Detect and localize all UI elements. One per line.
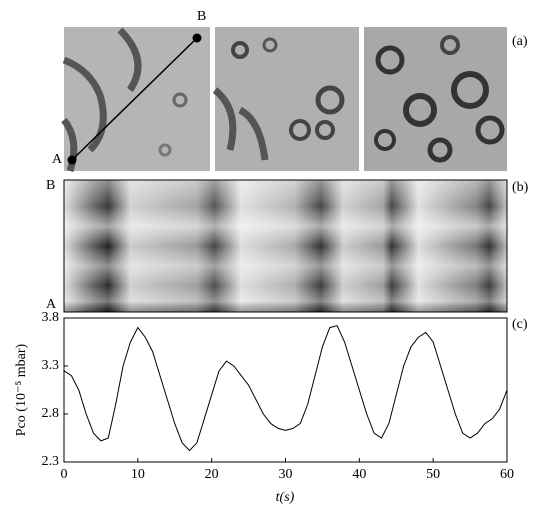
x-axis-title: t(s) <box>276 490 295 505</box>
x-tick-label: 50 <box>426 467 440 482</box>
x-tick-label: 0 <box>61 467 68 482</box>
point-b-dot <box>192 33 202 43</box>
image-1 <box>61 27 210 173</box>
space-time-plot <box>63 179 508 313</box>
panel-label: (b) <box>512 180 529 195</box>
axis-end-label: A <box>46 297 57 312</box>
point-label: B <box>197 9 206 24</box>
point-a-dot <box>67 155 77 165</box>
profile-line <box>71 37 198 161</box>
point-label: A <box>52 152 63 167</box>
plot-frame <box>63 317 508 463</box>
axis-end-label: B <box>46 178 55 193</box>
y-tick-label: 2.3 <box>42 454 60 469</box>
y-tick-label: 3.3 <box>42 358 60 373</box>
image-2 <box>212 27 359 171</box>
x-tick-label: 40 <box>352 467 366 482</box>
x-tick-label: 30 <box>279 467 293 482</box>
image-3 <box>364 27 507 171</box>
y-tick-label: 3.8 <box>42 310 60 325</box>
y-axis-title: Pco (10⁻⁵ mbar) <box>14 343 29 436</box>
panel-label: (c) <box>512 317 528 332</box>
data-line <box>63 325 508 452</box>
panel-label: (a) <box>512 34 528 49</box>
y-tick-label: 2.8 <box>42 406 60 421</box>
x-tick-label: 10 <box>131 467 145 482</box>
x-tick-label: 20 <box>205 467 219 482</box>
x-tick-label: 60 <box>500 467 514 482</box>
